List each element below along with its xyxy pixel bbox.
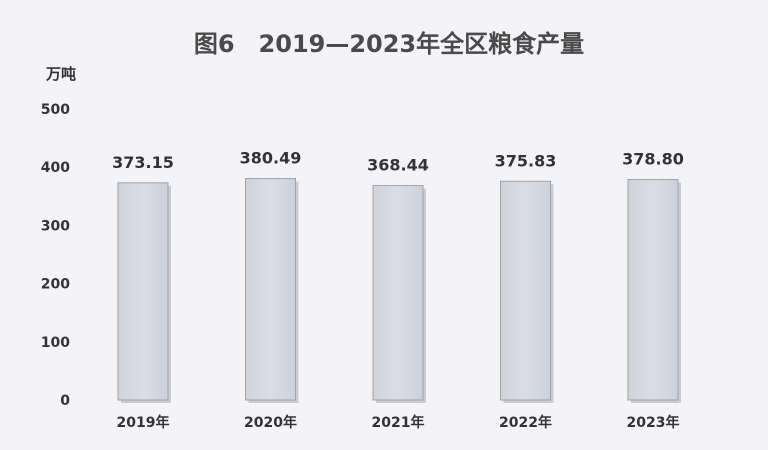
data-label: 380.49 — [240, 149, 302, 168]
bar — [627, 179, 681, 403]
bar-rect — [500, 180, 551, 401]
x-tick-label: 2023年 — [627, 414, 680, 431]
y-tick-label: 300 — [41, 218, 70, 234]
data-label: 375.83 — [495, 151, 557, 170]
bar — [245, 178, 299, 403]
bar-rect — [627, 179, 679, 401]
x-tick-label: 2021年 — [372, 414, 425, 431]
y-axis-unit-label: 万吨 — [45, 65, 76, 83]
data-labels: 373.15 380.49 368.44 375.83 378.80 — [112, 149, 684, 175]
y-tick-label: 400 — [41, 160, 70, 176]
y-tick-label: 0 — [60, 393, 70, 409]
bar-rect — [245, 178, 296, 401]
bar-rect — [117, 182, 169, 401]
bar-rect — [372, 185, 424, 401]
bar — [372, 185, 426, 403]
x-tick-label: 2022年 — [499, 414, 552, 431]
bar — [500, 180, 554, 403]
data-label: 368.44 — [367, 156, 429, 175]
bar-series — [117, 178, 681, 403]
x-tick-label: 2019年 — [117, 414, 170, 431]
chart-title: 图6 2019—2023年全区粮食产量 — [194, 30, 584, 58]
y-tick-label: 100 — [41, 335, 70, 351]
y-axis-tick-labels: 0 100 200 300 400 500 — [41, 102, 70, 409]
data-label: 373.15 — [112, 153, 174, 172]
x-tick-label: 2020年 — [244, 414, 297, 431]
y-tick-label: 200 — [41, 277, 70, 293]
data-label: 378.80 — [622, 150, 684, 169]
y-tick-label: 500 — [41, 102, 70, 118]
x-axis-tick-labels: 2019年 2020年 2021年 2022年 2023年 — [117, 414, 680, 431]
bar — [117, 182, 171, 403]
